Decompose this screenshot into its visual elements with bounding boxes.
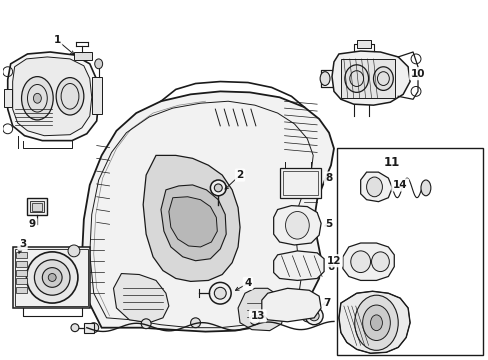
Polygon shape [273,251,324,280]
Polygon shape [161,185,226,261]
Polygon shape [338,291,409,353]
Bar [27,198,47,215]
Ellipse shape [68,245,80,257]
Ellipse shape [21,77,53,120]
Ellipse shape [56,78,83,115]
Ellipse shape [371,252,388,271]
Polygon shape [168,197,217,247]
Bar [83,323,94,333]
Bar [16,278,27,284]
Ellipse shape [308,311,319,321]
Ellipse shape [302,312,311,322]
Polygon shape [113,274,168,323]
Text: 10: 10 [410,69,425,79]
Text: 5: 5 [325,219,332,229]
Text: 4: 4 [244,278,251,288]
Text: 14: 14 [392,180,407,190]
Bar [32,203,42,211]
Ellipse shape [141,319,151,329]
Polygon shape [261,288,321,322]
Text: 13: 13 [250,311,264,321]
Ellipse shape [354,295,397,350]
Text: 12: 12 [326,256,341,266]
Text: 3: 3 [19,239,26,249]
Bar [74,52,92,60]
Ellipse shape [48,274,56,282]
Polygon shape [360,172,391,202]
Ellipse shape [34,260,70,295]
Ellipse shape [362,305,389,341]
Bar [30,201,44,212]
Bar [16,270,27,275]
Polygon shape [342,243,393,280]
Ellipse shape [190,318,200,328]
Ellipse shape [95,59,102,69]
Ellipse shape [366,177,382,197]
Bar [13,247,90,308]
Bar [92,77,102,114]
Polygon shape [8,52,99,141]
Text: 1: 1 [53,35,61,45]
Bar [356,40,370,48]
Ellipse shape [33,93,41,103]
Bar [282,171,318,195]
Polygon shape [81,91,333,332]
Ellipse shape [373,67,392,90]
Ellipse shape [285,212,308,239]
Bar [15,249,88,306]
Ellipse shape [370,315,382,330]
Ellipse shape [320,72,329,85]
Polygon shape [13,57,92,136]
Ellipse shape [42,267,62,287]
Text: 11: 11 [384,156,400,169]
Ellipse shape [214,184,222,192]
Bar [336,148,482,355]
Bar [4,89,12,107]
Text: 9: 9 [29,219,36,229]
Ellipse shape [420,180,430,196]
Bar [279,168,321,198]
Ellipse shape [214,287,226,299]
Ellipse shape [209,282,231,304]
Polygon shape [273,206,321,245]
Bar [16,261,27,267]
Ellipse shape [210,180,226,196]
Bar [16,287,27,293]
Ellipse shape [350,251,370,273]
Polygon shape [331,51,409,105]
Ellipse shape [305,307,323,325]
Ellipse shape [249,315,259,325]
Text: 8: 8 [325,173,332,183]
Polygon shape [238,288,284,330]
Ellipse shape [71,324,79,332]
Ellipse shape [26,252,78,303]
Polygon shape [143,156,240,282]
Ellipse shape [344,65,368,93]
Text: 6: 6 [326,262,334,272]
Ellipse shape [89,323,99,333]
Text: 7: 7 [323,298,330,308]
Text: 2: 2 [236,170,243,180]
Bar [16,252,27,258]
Bar [340,59,394,98]
